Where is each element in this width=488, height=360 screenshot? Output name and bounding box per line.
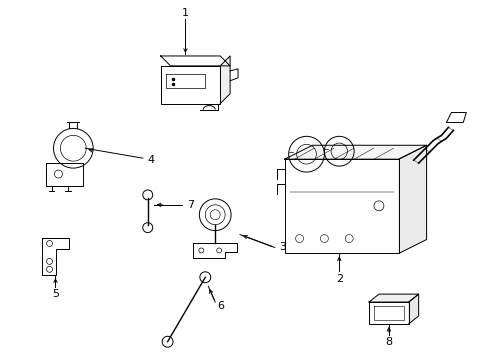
Polygon shape xyxy=(161,66,220,104)
Polygon shape xyxy=(368,294,418,302)
Text: 3: 3 xyxy=(279,243,285,252)
Polygon shape xyxy=(408,294,418,324)
Text: 6: 6 xyxy=(217,301,224,311)
Polygon shape xyxy=(284,145,426,159)
Polygon shape xyxy=(368,302,408,324)
Polygon shape xyxy=(161,56,230,66)
Text: 2: 2 xyxy=(335,274,342,284)
Text: 8: 8 xyxy=(385,337,392,347)
Polygon shape xyxy=(220,56,230,104)
Polygon shape xyxy=(41,238,69,275)
Polygon shape xyxy=(45,163,83,186)
Text: 1: 1 xyxy=(182,8,188,18)
Text: 5: 5 xyxy=(52,289,59,299)
Polygon shape xyxy=(193,243,237,258)
Text: 7: 7 xyxy=(186,200,194,210)
Text: 4: 4 xyxy=(147,155,154,165)
Polygon shape xyxy=(398,145,426,253)
Polygon shape xyxy=(446,113,466,122)
Polygon shape xyxy=(284,159,398,253)
